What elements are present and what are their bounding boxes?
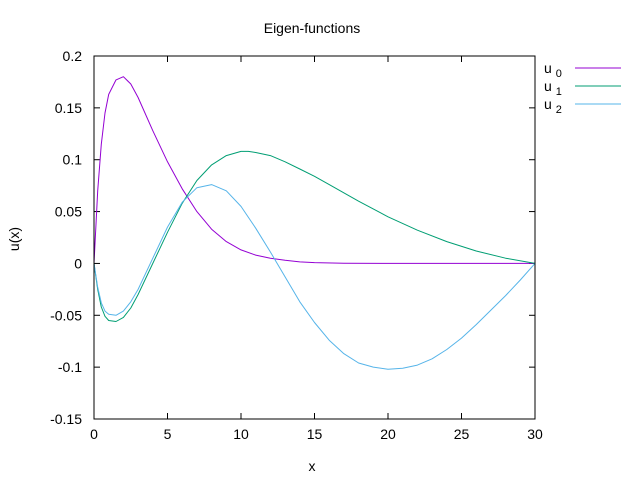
series-line-u2 [93, 184, 536, 370]
y-axis: -0.15 -0.1 -0.05 0 0.05 0.1 0.15 0.2 [50, 48, 535, 427]
x-tick-label: 25 [454, 426, 470, 442]
y-tick-label: 0.2 [63, 48, 83, 64]
y-tick-label: -0.05 [50, 307, 82, 323]
y-axis-label: u(x) [6, 227, 22, 251]
x-tick-label: 0 [90, 426, 98, 442]
chart-title: Eigen-functions [264, 20, 361, 36]
x-tick-label: 15 [307, 426, 323, 442]
y-tick-label: -0.15 [50, 411, 82, 427]
plot-frame [93, 55, 536, 420]
x-tick-label: 20 [380, 426, 396, 442]
x-axis-label: x [309, 458, 316, 474]
x-tick-label: 10 [233, 426, 249, 442]
y-tick-label: 0.15 [55, 100, 82, 116]
legend-label: u 2 [544, 96, 562, 116]
y-tick-label: 0 [74, 255, 82, 271]
legend-label: u 0 [544, 60, 562, 80]
x-axis: 0 5 10 15 20 25 30 [90, 56, 543, 442]
series-line-u1 [93, 150, 536, 322]
x-tick-label: 30 [527, 426, 543, 442]
y-tick-label: 0.1 [63, 152, 83, 168]
plot-area [93, 76, 536, 370]
y-tick-label: -0.1 [58, 359, 82, 375]
series-line-u0 [93, 76, 535, 264]
x-tick-label: 5 [164, 426, 172, 442]
y-tick-label: 0.05 [55, 204, 82, 220]
legend-label: u 1 [544, 78, 562, 98]
legend: u 0u 1u 2 [544, 60, 621, 116]
